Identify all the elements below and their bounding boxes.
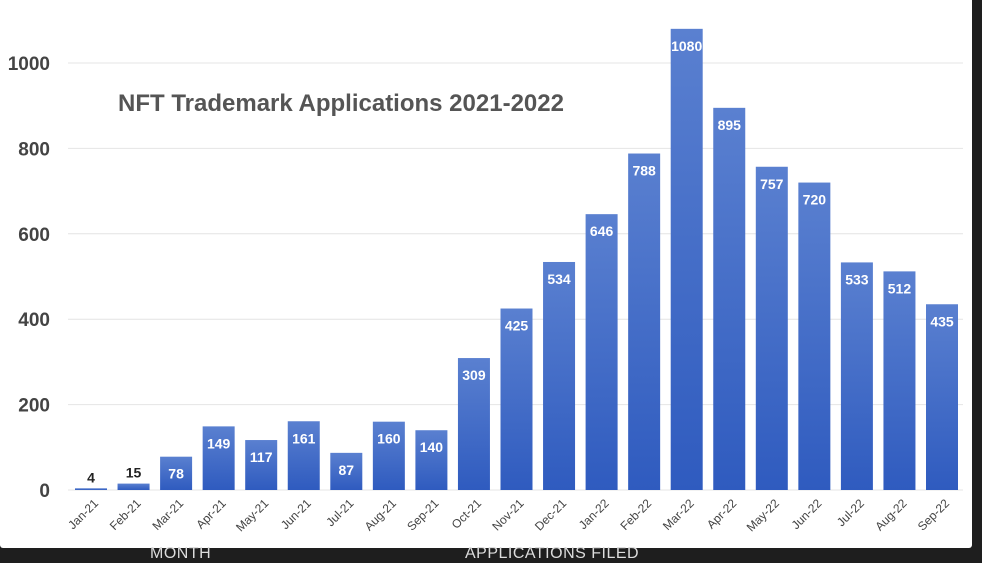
bar [840,262,873,490]
x-tick-label: Apr-21 [193,496,229,532]
bar [883,271,916,490]
x-tick-label: Oct-21 [449,496,485,532]
x-tick-label: Jun-21 [278,496,314,532]
data-label: 435 [930,313,954,329]
x-tick-label: Feb-21 [107,496,144,533]
x-tick-label: Jun-22 [789,496,825,532]
x-tick-label: Mar-21 [149,496,186,533]
x-tick-label: May-22 [744,496,782,534]
bar [457,358,490,490]
bar [713,107,746,491]
bar [628,153,661,491]
data-label: 78 [168,466,184,482]
chart-title: NFT Trademark Applications 2021-2022 [118,90,564,117]
x-tick-label: Jan-22 [576,496,612,532]
data-label: 720 [803,192,827,208]
x-tick-label: Dec-21 [532,496,569,533]
bar [75,488,107,490]
bar [245,440,278,490]
data-label: 87 [339,462,355,478]
x-tick-label: May-21 [233,496,271,534]
bar [415,430,448,490]
bar [543,261,576,490]
bar [670,28,703,491]
y-tick-label: 1000 [8,54,50,75]
x-tick-label: Nov-21 [489,496,526,533]
y-tick-label: 400 [18,310,50,331]
data-label: 149 [207,435,231,451]
bar [160,456,193,490]
data-label: 533 [845,271,869,287]
bar [202,426,235,490]
data-label: 1080 [671,38,702,54]
bar [117,483,150,490]
x-tick-label: Aug-22 [872,496,909,533]
data-label: 4 [87,469,95,485]
data-label: 757 [760,176,784,192]
bar [755,166,788,491]
data-label: 117 [250,449,273,465]
x-tick-label: Jul-22 [834,496,867,529]
bar [372,421,405,490]
x-tick-label: Sep-22 [915,496,952,533]
x-tick-label: Apr-22 [704,496,740,532]
bar [798,182,831,490]
data-label: 309 [462,367,486,383]
bar [926,304,958,490]
bar [330,452,363,490]
data-label: 512 [888,280,912,296]
data-label: 140 [420,439,444,455]
y-tick-label: 600 [18,225,50,246]
x-tick-label: Jul-21 [323,496,356,529]
x-tick-label: Aug-21 [362,496,399,533]
data-label: 534 [547,271,571,287]
bar [500,308,533,490]
bar [585,214,618,490]
x-tick-label: Jan-21 [65,496,101,532]
x-tick-label: Sep-21 [404,496,441,533]
x-tick-label: Mar-22 [660,496,697,533]
data-label: 788 [632,163,656,179]
x-tick-label: Feb-22 [617,496,654,533]
footer-month-label: MONTH [150,545,212,562]
y-tick-label: 800 [18,139,50,160]
data-label: 895 [718,117,742,133]
data-label: 160 [377,431,401,447]
bar [287,421,320,490]
y-tick-label: 200 [18,396,50,417]
y-tick-label: 0 [39,481,50,502]
data-label: 15 [126,465,142,481]
data-label: 161 [292,430,316,446]
footer-applications-label: APPLICATIONS FILED [465,545,640,562]
data-label: 646 [590,223,614,239]
data-label: 425 [505,318,529,334]
